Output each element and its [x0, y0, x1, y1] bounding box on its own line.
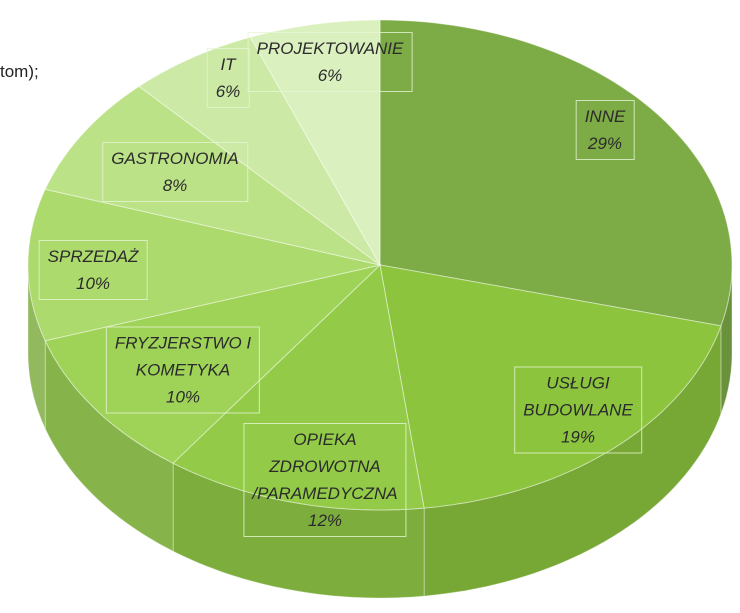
- value-label: 6%: [215, 82, 241, 101]
- slice-label: INNE 29%: [575, 100, 635, 160]
- value-label: 12%: [307, 511, 343, 530]
- slice: [44, 264, 382, 464]
- slice-label: OPIEKA ZDROWOTNA /PARAMEDYCZNA 12%: [243, 423, 407, 537]
- category-label: IT: [220, 55, 236, 74]
- value-label: 6%: [317, 66, 343, 85]
- slice-label: PROJEKTOWANIE 6%: [247, 32, 413, 92]
- slice: [138, 36, 381, 266]
- slice-label: IT 6%: [206, 48, 250, 108]
- value-label: 19%: [560, 427, 596, 447]
- slice: [379, 19, 733, 327]
- value-label: 29%: [587, 134, 623, 153]
- slice: [27, 188, 381, 342]
- category-label: FRYZJERSTWO I KOMETYKA: [114, 333, 252, 380]
- annotation: tom);: [0, 62, 39, 81]
- slice: [172, 263, 425, 511]
- slice-label: USŁUGI BUDOWLANE 19%: [514, 366, 642, 454]
- slice: [379, 264, 722, 509]
- category-label: OPIEKA ZDROWOTNA /PARAMEDYCZNA: [252, 430, 398, 503]
- slice-label: FRYZJERSTWO I KOMETYKA 10%: [105, 326, 261, 414]
- category-label: USŁUGI BUDOWLANE: [523, 373, 633, 420]
- category-label: PROJEKTOWANIE: [256, 39, 404, 58]
- category-label: INNE: [584, 107, 626, 126]
- category-label: SPRZEDAŻ: [47, 247, 139, 266]
- value-label: 10%: [75, 274, 111, 293]
- slice-label: SPRZEDAŻ 10%: [38, 240, 148, 300]
- slice-label: GASTRONOMIA 8%: [102, 142, 248, 202]
- slice: [44, 85, 381, 266]
- value-label: 8%: [162, 176, 188, 195]
- value-label: 10%: [165, 387, 201, 407]
- slice-side: [27, 265, 46, 429]
- category-label: GASTRONOMIA: [111, 149, 239, 168]
